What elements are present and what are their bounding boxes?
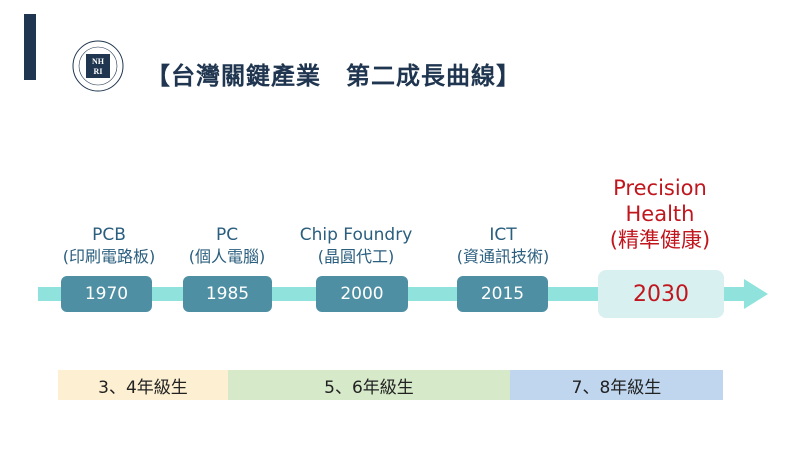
svg-text:RI: RI xyxy=(94,67,103,76)
milestone-label-pc: PC (個人電腦) xyxy=(188,225,266,266)
milestone-label-pcb: PCB (印刷電路板) xyxy=(62,225,156,266)
generation-band-5-6: 5、6年級生 xyxy=(228,370,510,400)
year-box-1970: 1970 xyxy=(61,276,152,312)
year-box-1985: 1985 xyxy=(183,276,272,312)
page-title: 【台灣關鍵產業 第二成長曲線】 xyxy=(146,62,521,90)
nhri-logo: NH RI xyxy=(72,40,124,92)
year-box-2030: 2030 xyxy=(598,270,724,318)
milestone-label-ict: ICT (資通訊技術) xyxy=(456,225,550,266)
svg-text:NH: NH xyxy=(92,57,105,66)
generation-band-3-4: 3、4年級生 xyxy=(58,370,228,400)
year-box-2000: 2000 xyxy=(316,276,408,312)
milestone-label-chip-foundry: Chip Foundry (晶圓代工) xyxy=(299,225,413,266)
generation-band-7-8: 7、8年級生 xyxy=(510,370,723,400)
year-box-2015: 2015 xyxy=(457,276,548,312)
accent-bar xyxy=(24,14,36,80)
future-label-precision-health: Precision Health (精準健康) xyxy=(609,176,711,252)
